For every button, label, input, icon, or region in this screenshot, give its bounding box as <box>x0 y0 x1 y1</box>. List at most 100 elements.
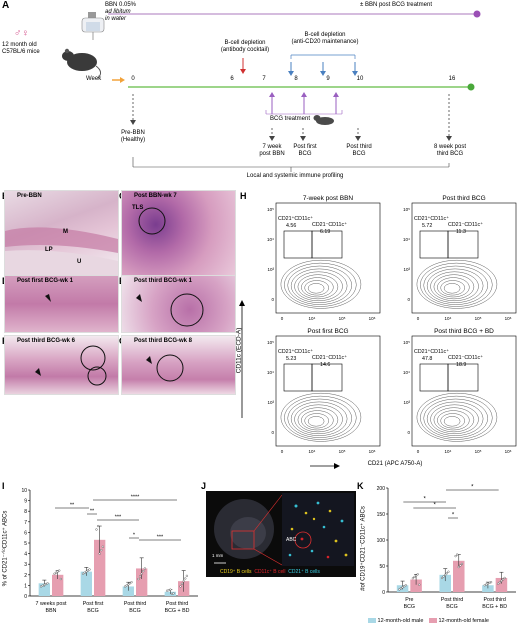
flow-contour <box>433 274 475 300</box>
flow-contour <box>297 274 339 300</box>
data-point <box>88 568 91 571</box>
flow-x-tick: 10⁵ <box>475 449 482 454</box>
gate-b-label: CD21⁻CD11c⁺ <box>312 355 347 361</box>
flow-contour <box>420 395 493 440</box>
flow-contour <box>307 283 325 294</box>
data-point <box>418 583 421 586</box>
y-tick-label: 0 <box>382 590 385 596</box>
week-tick-0: 0 <box>131 76 135 82</box>
category-label: 7 weeks post <box>36 601 67 607</box>
flow-contour <box>416 260 498 309</box>
data-point <box>459 564 462 567</box>
data-point <box>53 572 56 575</box>
data-point <box>413 575 416 579</box>
category-label: BCG <box>87 608 98 614</box>
gate-cd21neg <box>311 230 343 259</box>
category-label: Post first <box>83 601 104 607</box>
panel-label-k: K <box>357 481 364 491</box>
flow-y-tick: 10⁵ <box>403 340 410 345</box>
flow-contour <box>426 401 484 436</box>
panel-j-legend-cd21: CD21⁺ B cells <box>288 569 320 575</box>
y-tick-label: 2 <box>24 573 27 579</box>
bcell-anti-line2: (anti-CD20 maintenance) <box>291 38 359 45</box>
tp-third-l2: BCG <box>352 150 366 157</box>
bar <box>80 571 92 596</box>
panel-j-legend: CD19⁺ B cells, CD11c⁺ B cell, CD21⁺ B ce… <box>206 568 356 577</box>
histology-mark-tls: TLS <box>132 205 144 211</box>
panel-label-i: I <box>2 481 5 491</box>
category-label: BCG + BD <box>165 608 190 614</box>
tp-7wk-l2: post BBN <box>259 150 285 157</box>
gate-b-value: 6.19 <box>320 229 330 235</box>
y-tick-label: 10 <box>21 488 27 494</box>
flow-y-tick: 0 <box>407 297 410 302</box>
data-point <box>125 584 128 587</box>
flow-x-tick: 10⁶ <box>505 316 512 321</box>
data-point <box>401 586 404 589</box>
histology-title-f: Post third BCG-wk 6 <box>17 338 76 344</box>
week-label: Week <box>86 76 102 82</box>
panel-label-a: A <box>2 0 10 11</box>
flow-contour <box>437 410 470 431</box>
data-point <box>184 577 187 580</box>
data-point <box>85 570 88 573</box>
flow-y-tick: 10³ <box>267 267 274 272</box>
histology-image-f: Post third BCG-wk 6 <box>4 335 119 395</box>
sig-label: *** <box>115 515 122 521</box>
sig-label: *** <box>157 535 164 541</box>
flow-contour <box>287 265 352 305</box>
data-point <box>142 569 145 573</box>
gate-a-label: CD21⁺CD11c⁺ <box>278 216 313 222</box>
data-point <box>124 585 127 588</box>
gate-cd21neg <box>311 363 343 392</box>
tp-third-l1: Post third <box>346 144 372 150</box>
flow-y-tick: 10⁴ <box>267 237 274 242</box>
category-label: Pre <box>405 597 413 603</box>
data-point <box>490 581 493 584</box>
sig-label: * <box>471 485 474 491</box>
category-label: Post third <box>124 601 146 607</box>
flow-plot-title: Post third BCG <box>442 195 485 202</box>
data-point <box>140 572 143 575</box>
panel-a-timeline <box>62 10 481 172</box>
week-tick-7: 7 <box>262 76 266 82</box>
histology-image-g: Post third BCG-wk 8 <box>121 335 236 395</box>
data-point <box>445 572 448 575</box>
sig-label: * <box>423 497 426 503</box>
data-point <box>498 581 501 584</box>
histology-mark-u: U <box>77 259 82 265</box>
gate-b-label: CD21⁻CD11c⁺ <box>448 355 483 361</box>
legend-label-male: 12-month-old male <box>377 618 424 624</box>
data-point <box>101 545 104 548</box>
histology-title-g: Post third BCG-wk 8 <box>134 338 193 344</box>
bar <box>164 591 176 596</box>
data-point <box>444 573 447 576</box>
data-point <box>179 585 182 588</box>
data-point <box>143 567 146 570</box>
tp-8wk-l2: third BCG <box>436 150 464 157</box>
flow-plot-title: Post third BCG + BD <box>434 328 494 335</box>
gate-b-value: 11.3 <box>456 229 466 235</box>
data-point <box>86 569 90 572</box>
flow-contour <box>426 268 484 303</box>
sig-label: * <box>133 533 136 539</box>
data-point <box>169 588 172 591</box>
data-point <box>95 528 98 531</box>
bar <box>52 574 64 596</box>
data-point <box>398 588 401 591</box>
panel-j-legend-cd19: CD19⁺ B cells <box>220 569 252 575</box>
gate-b-value: 18.9 <box>456 362 466 368</box>
gate-a-value: 4.56 <box>286 223 296 229</box>
flow-contour <box>297 407 339 433</box>
gate-b-value: 14.6 <box>320 362 330 368</box>
flow-y-tick: 10⁴ <box>403 237 410 242</box>
data-point <box>456 553 459 556</box>
data-point <box>172 592 175 595</box>
panel-label-j: J <box>201 481 207 491</box>
y-tick-label: 1 <box>24 583 27 589</box>
flow-contour <box>294 404 343 435</box>
histology-mark-m: M <box>63 229 68 235</box>
category-label: Post third <box>483 597 505 603</box>
y-tick-label: 9 <box>24 499 27 505</box>
